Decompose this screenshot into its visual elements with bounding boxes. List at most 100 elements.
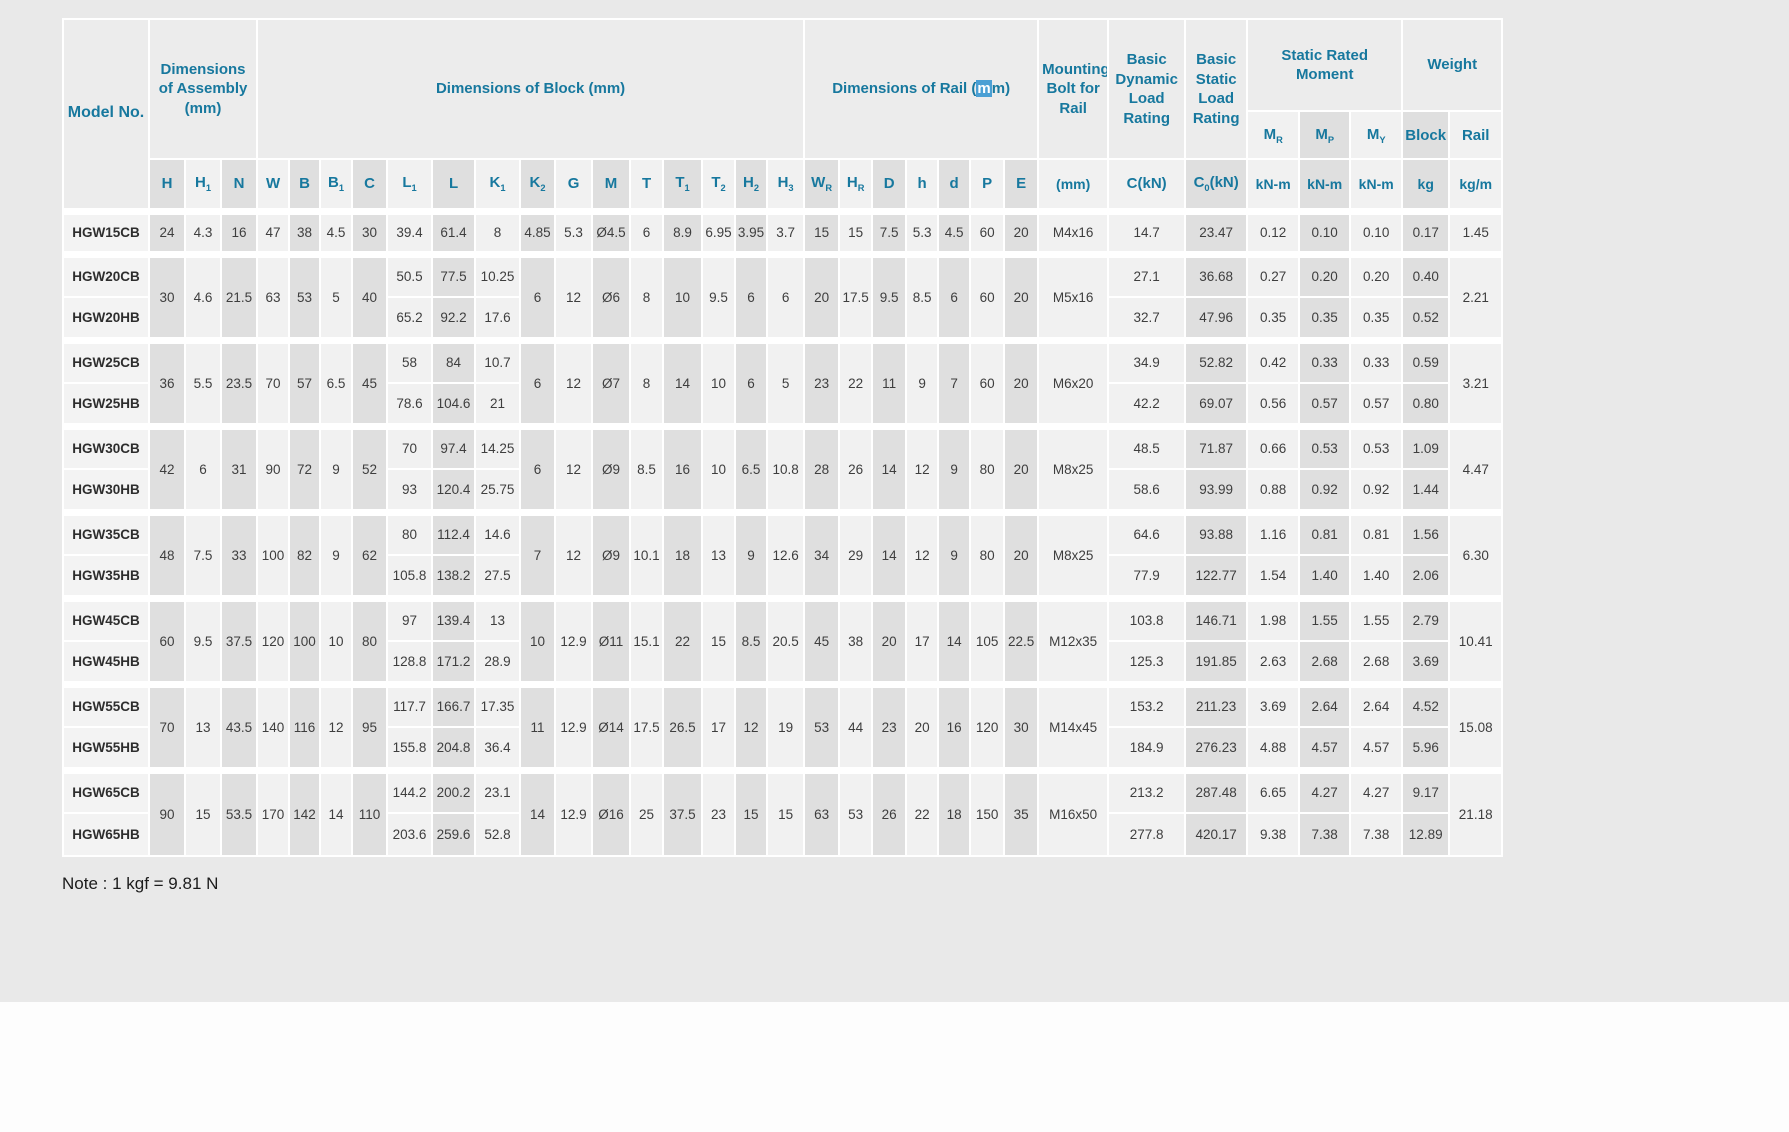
rating-cell: 0.40 — [1401, 250, 1451, 298]
table-row: HGW35HB 105.8 138.2 27.5 77.9 122.77 1.54 1.40 1… — [62, 554, 1502, 599]
bolt-cell: M6x20 — [1037, 336, 1110, 427]
header-symbol-8: L — [431, 158, 477, 212]
dimension-cell: 12.9 — [554, 680, 594, 771]
rating-cell: 2.64 — [1298, 680, 1352, 728]
table-row: HGW30CB 42 6 31 90 72 9 52 70 97.4 14.25 6 12 Ø9 8.5 16… — [62, 422, 1504, 513]
rating-cell: 12.89 — [1401, 812, 1451, 857]
dimension-cell: 105.8 — [386, 554, 434, 599]
dimension-cell: 15 — [803, 207, 841, 255]
rating-cell: 213.2 — [1107, 766, 1187, 814]
model-cell: HGW20CB — [62, 250, 150, 298]
dimension-cell: 95 — [351, 680, 389, 771]
rating-cell: 9.38 — [1246, 812, 1301, 857]
rating-cell: 47.96 — [1184, 296, 1249, 341]
table-row: HGW45HB 128.8 171.2 28.9 125.3 191.85 2.63 2.68… — [62, 640, 1502, 685]
dimension-cell: Ø7 — [591, 336, 632, 427]
dimension-cell: 16 — [219, 207, 259, 255]
dimension-cell: 22.5 — [1003, 594, 1040, 685]
dimension-cell: 43.5 — [219, 680, 259, 771]
bolt-cell: M8x25 — [1037, 422, 1110, 513]
dimension-cell: 5.3 — [554, 207, 594, 255]
rating-cell: 4.52 — [1401, 680, 1451, 728]
dimension-cell: 144.2 — [386, 766, 434, 814]
dimension-cell: 6 — [519, 336, 557, 427]
model-cell: HGW25CB — [62, 336, 150, 384]
dimension-cell: 38 — [838, 594, 874, 685]
dimension-cell: 7 — [519, 508, 557, 599]
header-weight-1: Rail — [1448, 110, 1504, 160]
dimension-cell: 10.25 — [474, 250, 522, 298]
dimension-cell: 5 — [766, 336, 806, 427]
header-symbol-18: WR — [803, 158, 841, 212]
dimension-cell: 24 — [148, 207, 186, 255]
dimension-cell: 5.5 — [184, 336, 222, 427]
header-symbol-22: d — [937, 158, 972, 212]
dimension-cell: 15.1 — [629, 594, 665, 685]
dimension-cell: 15 — [184, 766, 222, 857]
dimension-cell: 80 — [969, 422, 1006, 513]
rating-cell: 32.7 — [1107, 296, 1187, 341]
dimension-cell: 50.5 — [386, 250, 434, 298]
dimension-cell: 100 — [288, 594, 322, 685]
dimension-cell: 26 — [871, 766, 908, 857]
dimension-cell: Ø4.5 — [591, 207, 632, 255]
dimension-cell: 60 — [148, 594, 186, 685]
rating-cell: 0.27 — [1246, 250, 1301, 298]
dimension-cell: 17.5 — [838, 250, 874, 341]
dimension-cell: 23.5 — [219, 336, 259, 427]
dimension-cell: 14.25 — [474, 422, 522, 470]
dimension-cell: 36 — [148, 336, 186, 427]
dimension-cell: 28 — [803, 422, 841, 513]
header-moment-unit-1: kN-m — [1298, 158, 1352, 212]
dimension-cell: 78.6 — [386, 382, 434, 427]
dimension-cell: 15 — [838, 207, 874, 255]
rating-cell: 58.6 — [1107, 468, 1187, 513]
dimension-cell: 44 — [838, 680, 874, 771]
dimension-cell: 6 — [519, 422, 557, 513]
dimension-cell: 10.7 — [474, 336, 522, 384]
dimension-cell: 15 — [766, 766, 806, 857]
rating-cell: 3.69 — [1401, 640, 1451, 685]
dimension-cell: 23 — [871, 680, 908, 771]
rating-cell: 0.20 — [1349, 250, 1404, 298]
rating-cell: 2.79 — [1401, 594, 1451, 642]
rating-cell: 34.9 — [1107, 336, 1187, 384]
dimension-cell: 63 — [256, 250, 291, 341]
dimension-cell: 45 — [351, 336, 389, 427]
header-symbol-6: C — [351, 158, 389, 212]
dimension-cell: 70 — [256, 336, 291, 427]
dimension-cell: 9.5 — [184, 594, 222, 685]
rating-cell: 0.12 — [1246, 207, 1301, 255]
header-moment-2: MY — [1349, 110, 1404, 160]
dimension-cell: 128.8 — [386, 640, 434, 685]
dimension-cell: 9 — [937, 508, 972, 599]
bolt-cell: M16x50 — [1037, 766, 1110, 857]
dimension-cell: 26.5 — [662, 680, 704, 771]
dimension-cell: 13 — [184, 680, 222, 771]
rating-cell: 287.48 — [1184, 766, 1249, 814]
dimension-cell: 9 — [319, 422, 354, 513]
dimension-cell: 17.6 — [474, 296, 522, 341]
rating-cell: 276.23 — [1184, 726, 1249, 771]
rating-cell: 0.66 — [1246, 422, 1301, 470]
dimension-cell: 82 — [288, 508, 322, 599]
rating-cell: 0.35 — [1349, 296, 1404, 341]
rating-cell: 0.59 — [1401, 336, 1451, 384]
rating-cell: 4.27 — [1298, 766, 1352, 814]
dimension-cell: 27.5 — [474, 554, 522, 599]
rail-weight-cell: 2.21 — [1448, 250, 1504, 341]
dimension-cell: 6.5 — [319, 336, 354, 427]
dimension-cell: 80 — [969, 508, 1006, 599]
rating-cell: 0.20 — [1298, 250, 1352, 298]
dimension-cell: 3.7 — [766, 207, 806, 255]
dimension-cell: 63 — [803, 766, 841, 857]
header-group-rail: Dimensions of Rail (mm) — [803, 18, 1040, 160]
header-group-row: Model No. Dimensions of Assembly (mm) Dime… — [62, 18, 1504, 212]
dimension-cell: 21.5 — [219, 250, 259, 341]
dimension-cell: 6 — [734, 250, 769, 341]
header-symbol-7: L1 — [386, 158, 434, 212]
table-row: HGW20CB 30 4.6 21.5 63 53 5 40 50.5 77.5 10.25 6 12 Ø… — [62, 250, 1504, 341]
dimension-cell: 48 — [148, 508, 186, 599]
rating-cell: 153.2 — [1107, 680, 1187, 728]
header-symbol-5: B1 — [319, 158, 354, 212]
